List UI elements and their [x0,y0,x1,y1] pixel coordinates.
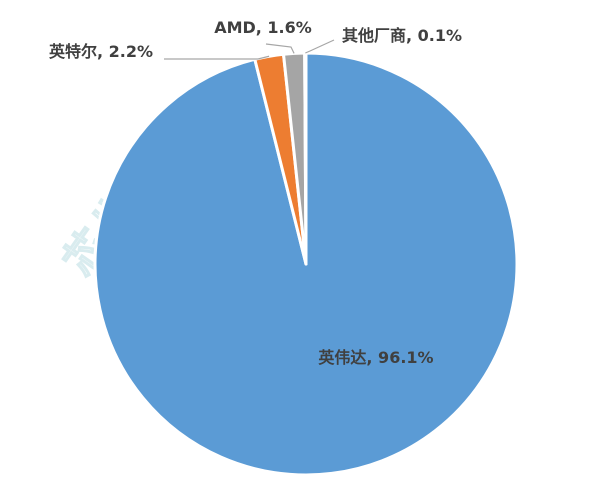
leader-line-2 [265,43,295,54]
leader-line-3 [305,39,335,54]
slice-label-nvidia: 英伟达, 96.1% [317,348,433,367]
slice-labels: 英伟达, 96.1% 英特尔, 2.2% AMD, 1.6% 其他厂商, 0.1… [48,18,462,367]
pie-slices [93,51,519,477]
slice-label-others: 其他厂商, 0.1% [342,26,462,45]
leader-line-1 [164,55,270,60]
slice-label-intel: 英特尔, 2.2% [48,42,153,61]
leader-lines [164,39,335,60]
slice-label-amd: AMD, 1.6% [214,18,312,37]
pie-slice-3 [303,51,308,266]
